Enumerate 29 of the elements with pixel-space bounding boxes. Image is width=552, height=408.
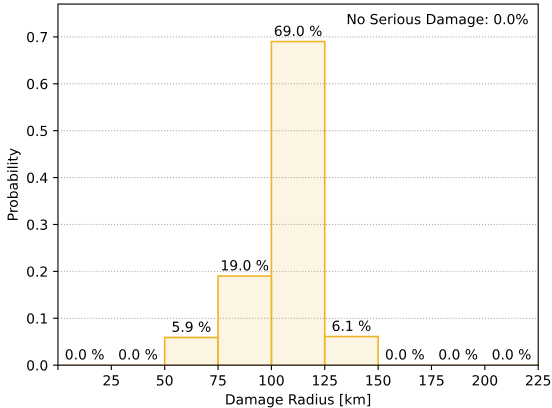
- y-tick-label: 0.3: [27, 219, 48, 230]
- data-label: 0.0 %: [119, 349, 158, 360]
- data-label: 0.0 %: [386, 349, 424, 360]
- data-label: 19.0 %: [222, 260, 268, 271]
- x-tick-label: 25: [104, 375, 119, 386]
- data-label: 0.0 %: [439, 349, 478, 360]
- data-label: 0.0 %: [66, 349, 104, 360]
- y-tick-label: 0.1: [27, 313, 47, 324]
- y-tick-label: 0.7: [27, 32, 48, 42]
- y-tick-label: 0.5: [27, 126, 48, 136]
- data-label: 5.9 %: [172, 321, 210, 332]
- x-tick-label: 100: [260, 375, 284, 386]
- y-tick-label: 0.4: [27, 172, 48, 184]
- x-tick-label: 50: [156, 375, 173, 386]
- x-tick-label: 225: [526, 375, 550, 386]
- y-tick-label: 0.6: [27, 78, 48, 90]
- data-label: 0.0 %: [492, 349, 531, 360]
- data-label: 69.0 %: [274, 26, 322, 36]
- y-tick-label: 0.2: [27, 266, 47, 277]
- y-axis-title: Probability: [7, 148, 21, 220]
- x-tick-label: 200: [472, 375, 498, 386]
- x-tick-label: 175: [420, 375, 444, 386]
- x-tick-label: 75: [210, 375, 226, 386]
- annotation: No Serious Damage: 0.0%: [348, 14, 528, 28]
- x-axis-title: Damage Radius [km]: [226, 394, 370, 408]
- x-tick-label: 125: [313, 375, 337, 386]
- x-tick-label: 150: [366, 375, 390, 386]
- y-tick-label: 0.0: [27, 360, 48, 371]
- data-label: 6.1 %: [332, 320, 371, 332]
